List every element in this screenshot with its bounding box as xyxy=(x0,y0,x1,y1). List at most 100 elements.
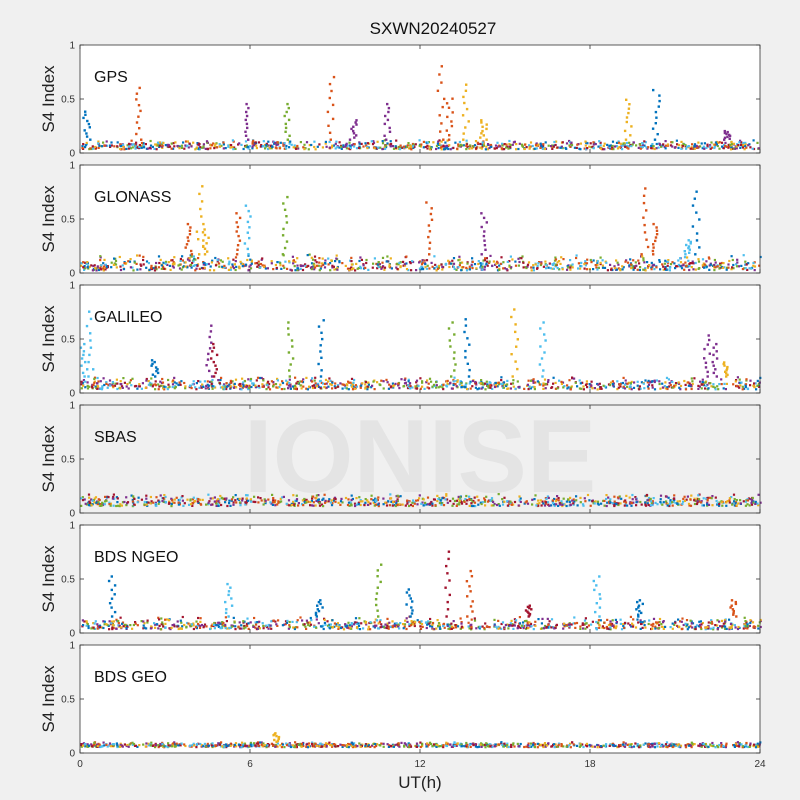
scatter-point xyxy=(685,265,688,268)
scatter-point xyxy=(97,380,100,383)
scatter-point xyxy=(258,386,261,389)
scatter-point xyxy=(311,377,314,380)
scatter-point xyxy=(591,620,594,623)
scatter-point xyxy=(134,621,137,624)
scatter-point xyxy=(476,495,479,498)
scatter-point xyxy=(509,387,512,390)
scatter-point xyxy=(455,385,458,388)
scatter-point xyxy=(698,493,701,496)
spike-point xyxy=(84,113,87,116)
scatter-point xyxy=(222,141,225,144)
scatter-point xyxy=(200,623,203,627)
scatter-point xyxy=(700,383,703,386)
scatter-point xyxy=(228,626,231,630)
scatter-point xyxy=(584,627,587,630)
scatter-point xyxy=(485,260,488,263)
scatter-point xyxy=(635,498,638,501)
spike-point xyxy=(440,81,443,84)
scatter-point xyxy=(697,258,700,261)
scatter-point xyxy=(303,143,306,146)
scatter-point xyxy=(746,498,749,501)
scatter-point xyxy=(325,145,328,148)
scatter-point xyxy=(208,269,212,272)
spike-point xyxy=(285,110,288,114)
scatter-point xyxy=(127,145,131,148)
scatter-point xyxy=(497,503,500,506)
y-tick-label: 1 xyxy=(69,41,75,52)
scatter-point xyxy=(349,145,352,148)
scatter-point xyxy=(289,268,292,271)
scatter-point xyxy=(218,498,221,501)
scatter-point xyxy=(618,383,621,386)
scatter-point xyxy=(292,494,295,497)
scatter-point xyxy=(676,500,679,503)
scatter-point xyxy=(599,263,602,266)
scatter-point xyxy=(190,624,193,628)
scatter-point xyxy=(738,378,741,381)
scatter-point xyxy=(200,385,203,388)
scatter-point xyxy=(288,625,291,628)
scatter-point xyxy=(271,503,274,506)
scatter-point xyxy=(276,379,279,382)
scatter-point xyxy=(260,499,263,502)
scatter-point xyxy=(667,496,670,499)
spike-point xyxy=(387,110,390,114)
scatter-point xyxy=(475,267,478,270)
scatter-point xyxy=(730,496,733,499)
scatter-point xyxy=(553,497,556,501)
scatter-point xyxy=(239,387,242,391)
scatter-point xyxy=(484,257,487,260)
scatter-point xyxy=(556,495,559,498)
scatter-point xyxy=(542,627,546,630)
scatter-point xyxy=(627,381,630,384)
scatter-point xyxy=(454,383,457,386)
spike-point xyxy=(235,221,238,224)
scatter-point xyxy=(639,387,642,390)
spike-point xyxy=(150,359,154,362)
scatter-point xyxy=(665,376,669,379)
scatter-point xyxy=(706,143,709,146)
scatter-point xyxy=(446,624,449,627)
scatter-point xyxy=(659,387,662,390)
scatter-point xyxy=(428,622,431,625)
scatter-point xyxy=(272,619,275,622)
scatter-point xyxy=(351,144,354,147)
scatter-point xyxy=(113,145,116,148)
scatter-point xyxy=(452,262,456,265)
scatter-point xyxy=(243,625,246,628)
scatter-point xyxy=(456,503,459,506)
scatter-point xyxy=(544,141,547,144)
scatter-point xyxy=(716,502,719,505)
scatter-point xyxy=(129,258,132,261)
scatter-point xyxy=(536,380,539,383)
scatter-point xyxy=(142,624,145,627)
scatter-point xyxy=(399,495,402,498)
scatter-point xyxy=(403,378,406,381)
scatter-point xyxy=(350,385,354,388)
scatter-point xyxy=(349,381,352,384)
spike-point xyxy=(481,129,484,133)
scatter-point xyxy=(305,619,308,622)
scatter-point xyxy=(138,254,141,257)
scatter-point xyxy=(352,385,355,388)
spike-point xyxy=(543,351,546,354)
scatter-point xyxy=(733,498,736,501)
scatter-point xyxy=(286,267,289,270)
scatter-point xyxy=(668,266,671,269)
scatter-point xyxy=(192,260,195,263)
scatter-point xyxy=(605,261,608,264)
scatter-point xyxy=(161,499,164,503)
scatter-point xyxy=(334,497,337,501)
scatter-point xyxy=(671,627,674,630)
spike-point xyxy=(287,106,290,110)
scatter-point xyxy=(317,622,320,625)
scatter-point xyxy=(712,628,715,631)
scatter-point xyxy=(289,384,292,387)
scatter-point xyxy=(532,266,535,269)
scatter-point xyxy=(651,627,654,630)
spike-point xyxy=(383,122,386,126)
spike-point xyxy=(150,364,153,367)
scatter-point xyxy=(694,626,697,629)
scatter-point xyxy=(701,258,705,261)
